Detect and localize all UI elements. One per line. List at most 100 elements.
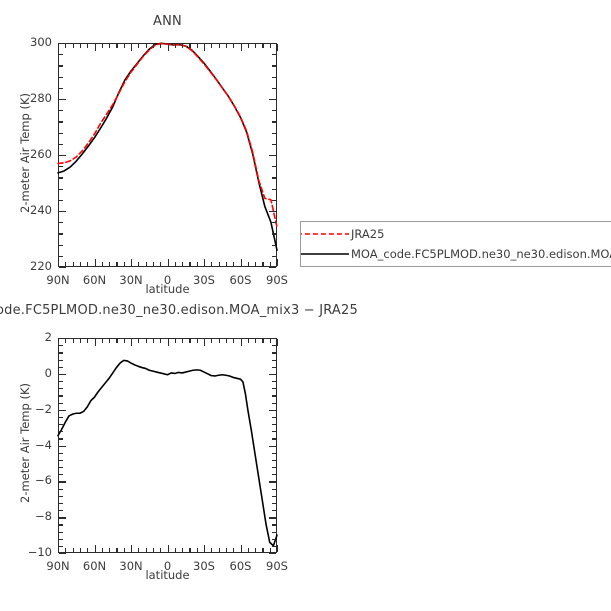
axis-tick (225, 339, 228, 343)
axis-tick (272, 474, 276, 476)
axis-tick (59, 99, 66, 101)
axis-tick (255, 548, 257, 552)
legend-item-jra25[interactable]: JRA25 (301, 223, 384, 245)
axis-tick (196, 262, 198, 266)
axis-tick (189, 44, 191, 48)
x-tick-label: 30N (119, 559, 143, 573)
axis-tick (255, 339, 257, 343)
axis-tick (262, 339, 264, 343)
axis-tick (79, 44, 82, 48)
y-tick-label: −8 (35, 509, 52, 524)
axis-tick (94, 44, 96, 51)
axis-tick (59, 132, 63, 134)
axis-tick (58, 339, 60, 346)
x-tick-label: 60S (229, 273, 252, 287)
axis-tick (59, 199, 63, 201)
axis-tick (59, 409, 66, 412)
x-tick-label: 0 (163, 559, 172, 573)
axis-tick (79, 548, 82, 552)
bottom-chart-title: ode.FC5PLMOD.ne30_ne30.edison.MOA_mix3 −… (0, 303, 358, 318)
axis-tick (272, 132, 276, 134)
axis-tick (59, 502, 63, 505)
axis-tick (94, 339, 96, 346)
axis-tick (145, 548, 147, 552)
axis-tick (101, 339, 103, 343)
axis-tick (59, 110, 63, 112)
axis-tick (101, 262, 103, 266)
y-tick-label: 240 (30, 203, 52, 217)
axis-tick (272, 545, 276, 548)
axis-tick (160, 44, 162, 48)
top-chart-title: ANN (153, 14, 182, 29)
y-tick-label: 2 (44, 330, 52, 344)
y-tick-label: 280 (30, 91, 52, 105)
y-tick-label: 260 (30, 147, 52, 161)
legend-item-model[interactable]: MOA_code.FC5PLMOD.ne30_ne30.edison.MOA_m… (301, 243, 611, 265)
axis-tick (211, 262, 213, 266)
axis-tick (59, 87, 63, 89)
axis-tick (204, 44, 206, 51)
y-tick-label: −10 (27, 545, 52, 559)
axis-tick (87, 548, 89, 552)
axis-tick (233, 339, 235, 343)
axis-tick (59, 338, 66, 340)
axis-tick (167, 339, 169, 346)
axis-tick (79, 262, 82, 266)
axis-tick (272, 87, 276, 89)
axis-tick (247, 262, 249, 266)
axis-tick (240, 339, 242, 346)
axis-tick (101, 548, 103, 552)
legend-label-model: MOA_code.FC5PLMOD.ne30_ne30.edison.MOA_m… (351, 247, 611, 261)
axis-tick (277, 545, 279, 552)
axis-tick (211, 44, 213, 48)
axis-tick (218, 339, 220, 343)
axis-tick (59, 155, 66, 157)
axis-tick (167, 545, 169, 552)
axis-tick (109, 44, 111, 48)
axis-tick (59, 65, 63, 67)
axis-tick (189, 548, 191, 552)
axis-tick (189, 262, 191, 266)
axis-tick (79, 339, 82, 343)
solid-line-icon (301, 253, 349, 255)
axis-tick (59, 381, 63, 383)
axis-tick (269, 373, 276, 376)
axis-tick (272, 431, 276, 433)
axis-tick (109, 339, 111, 343)
legend-label-jra25: JRA25 (351, 227, 385, 241)
axis-tick (272, 54, 276, 56)
axis-tick (182, 339, 184, 343)
axis-tick (272, 495, 276, 497)
series-line-difference (57, 359, 278, 547)
axis-tick (59, 459, 63, 462)
axis-tick (174, 262, 176, 266)
axis-tick (123, 44, 125, 48)
axis-tick (269, 99, 276, 101)
axis-tick (182, 262, 184, 266)
dashed-line-icon (301, 233, 349, 235)
axis-tick (59, 431, 63, 433)
axis-tick (272, 255, 276, 257)
x-tick-label: 90N (46, 559, 70, 573)
axis-tick (59, 517, 66, 519)
x-tick-label: 30S (193, 559, 215, 573)
x-tick-label: 90S (266, 559, 288, 573)
x-tick-label: 90S (266, 273, 288, 287)
axis-tick (160, 339, 162, 343)
x-tick-label: 60N (82, 273, 107, 287)
axis-tick (272, 467, 276, 469)
axis-tick (272, 459, 276, 462)
axis-tick (123, 339, 125, 343)
axis-tick (116, 262, 118, 266)
axis-tick (65, 262, 67, 266)
axis-tick (59, 143, 63, 145)
axis-tick (109, 548, 111, 552)
axis-tick (59, 233, 63, 235)
axis-tick (211, 548, 213, 552)
axis-tick (182, 44, 184, 48)
axis-tick (59, 244, 63, 246)
axis-tick (277, 44, 279, 51)
axis-tick (131, 259, 133, 266)
axis-tick (109, 262, 111, 266)
axis-tick (272, 510, 276, 512)
